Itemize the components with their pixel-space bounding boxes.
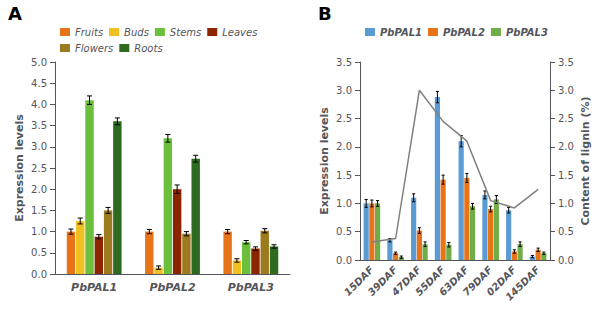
- svg-text:02DAF: 02DAF: [484, 264, 519, 298]
- svg-text:2.0: 2.0: [558, 141, 574, 152]
- svg-text:2.0: 2.0: [31, 184, 47, 195]
- svg-text:Roots: Roots: [134, 43, 162, 54]
- svg-text:Stems: Stems: [170, 27, 201, 38]
- svg-text:PbPAL2: PbPAL2: [149, 281, 196, 294]
- svg-text:1.0: 1.0: [31, 226, 47, 237]
- svg-text:1.5: 1.5: [558, 170, 574, 181]
- svg-text:1.0: 1.0: [558, 198, 574, 209]
- svg-text:Expression levels: Expression levels: [318, 107, 331, 215]
- svg-text:0.5: 0.5: [31, 247, 47, 258]
- svg-text:3.5: 3.5: [558, 57, 574, 68]
- svg-text:Flowers: Flowers: [75, 43, 113, 54]
- svg-text:2.0: 2.0: [336, 141, 352, 152]
- svg-text:3.5: 3.5: [336, 57, 352, 68]
- svg-text:0.0: 0.0: [336, 255, 352, 266]
- svg-text:4.0: 4.0: [31, 99, 47, 110]
- svg-text:A: A: [8, 3, 22, 24]
- svg-text:5.0: 5.0: [31, 57, 47, 68]
- svg-text:3.0: 3.0: [558, 85, 574, 96]
- svg-text:55DAF: 55DAF: [413, 264, 447, 298]
- svg-text:3.5: 3.5: [31, 120, 47, 131]
- svg-text:47DAF: 47DAF: [389, 264, 424, 298]
- svg-text:PbPAL2: PbPAL2: [443, 27, 485, 38]
- svg-text:2.5: 2.5: [558, 113, 574, 124]
- svg-text:39DAF: 39DAF: [365, 264, 400, 298]
- svg-text:0.5: 0.5: [336, 226, 352, 237]
- svg-text:Buds: Buds: [124, 27, 149, 38]
- svg-text:PbPAL3: PbPAL3: [228, 281, 275, 294]
- svg-text:1.0: 1.0: [336, 198, 352, 209]
- svg-text:0.0: 0.0: [558, 255, 574, 266]
- svg-text:0.5: 0.5: [558, 226, 574, 237]
- svg-text:B: B: [318, 3, 332, 24]
- svg-text:3.0: 3.0: [336, 85, 352, 96]
- svg-text:1.5: 1.5: [336, 170, 352, 181]
- svg-text:145DAF: 145DAF: [503, 264, 542, 303]
- svg-text:3.0: 3.0: [31, 141, 47, 152]
- svg-text:4.5: 4.5: [31, 78, 47, 89]
- svg-text:Leaves: Leaves: [222, 27, 257, 38]
- svg-text:2.5: 2.5: [31, 163, 47, 174]
- svg-text:15DAF: 15DAF: [342, 264, 376, 298]
- svg-text:Fruits: Fruits: [75, 27, 103, 38]
- svg-text:2.5: 2.5: [336, 113, 352, 124]
- svg-text:63DAF: 63DAF: [437, 264, 471, 298]
- svg-text:PbPAL3: PbPAL3: [506, 27, 548, 38]
- svg-text:0.0: 0.0: [31, 269, 47, 280]
- svg-text:PbPAL1: PbPAL1: [71, 281, 117, 294]
- svg-text:79DAF: 79DAF: [460, 264, 495, 298]
- svg-text:Expression levels: Expression levels: [13, 114, 26, 222]
- svg-text:Content of lignin (%): Content of lignin (%): [579, 96, 592, 225]
- svg-text:PbPAL1: PbPAL1: [380, 27, 422, 38]
- svg-text:1.5: 1.5: [31, 205, 47, 216]
